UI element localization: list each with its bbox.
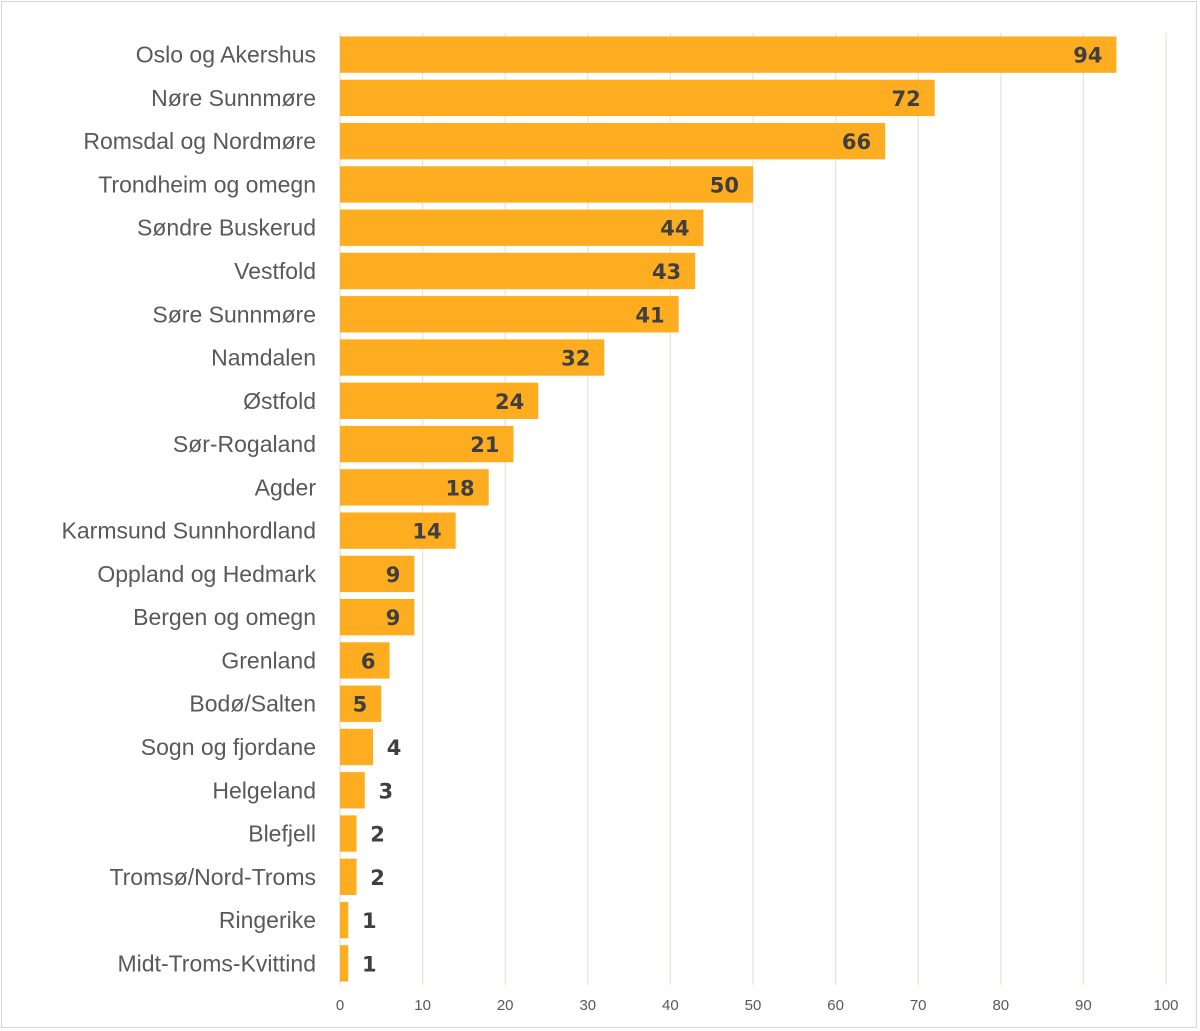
- bar: [340, 252, 696, 290]
- bar: [340, 123, 886, 160]
- bar: [340, 296, 679, 333]
- x-tick-label: 30: [579, 997, 596, 1014]
- bar: [340, 425, 514, 463]
- category-label: Midt-Troms-Kvittind: [118, 950, 317, 976]
- value-label: 6: [361, 649, 376, 673]
- category-label: Ringerike: [219, 907, 316, 933]
- bar: [340, 599, 415, 636]
- x-tick-label: 50: [745, 997, 762, 1014]
- category-label: Sør-Rogaland: [173, 431, 316, 457]
- bar: [340, 36, 1117, 73]
- category-label: Oslo og Akershus: [136, 42, 316, 68]
- category-label: Søndre Buskerud: [137, 215, 316, 241]
- value-label: 94: [1073, 44, 1102, 68]
- x-tick-label: 90: [1075, 997, 1092, 1014]
- value-label: 9: [386, 606, 401, 630]
- category-labels: Oslo og Akershus Nøre Sunnmøre Romsdal og …: [62, 42, 317, 977]
- category-label: Trondheim og omegn: [98, 171, 316, 197]
- category-label: Bodø/Salten: [189, 691, 316, 717]
- category-label: Helgeland: [212, 777, 316, 803]
- category-label: Bergen og omegn: [133, 604, 316, 630]
- category-label: Nøre Sunnmøre: [151, 85, 316, 111]
- category-label: Romsdal og Nordmøre: [83, 128, 316, 154]
- category-label: Blefjell: [248, 821, 316, 847]
- value-label: 1: [362, 909, 377, 933]
- category-label: Oppland og Hedmark: [97, 561, 316, 587]
- category-label: Grenland: [221, 647, 316, 673]
- value-label: 2: [370, 823, 385, 847]
- bars: [340, 36, 1117, 982]
- bar: [340, 685, 382, 722]
- value-label: 2: [370, 866, 385, 890]
- bar: [340, 382, 539, 419]
- category-label: Vestfold: [234, 258, 316, 284]
- value-label: 18: [445, 476, 474, 500]
- bar: [340, 555, 415, 593]
- value-label: 44: [660, 217, 689, 241]
- category-label: Østfold: [243, 388, 316, 414]
- value-label: 1: [362, 952, 377, 976]
- value-label: 41: [635, 303, 664, 327]
- value-label: 66: [842, 130, 871, 154]
- bar: [340, 339, 605, 376]
- x-tick-label: 60: [827, 997, 844, 1014]
- value-label: 4: [387, 736, 402, 760]
- bar: [340, 728, 374, 766]
- x-tick-label: 80: [992, 997, 1009, 1014]
- value-label: 24: [495, 390, 524, 414]
- category-label: Agder: [255, 474, 317, 500]
- value-label: 21: [470, 433, 499, 457]
- x-tick-label: 70: [910, 997, 927, 1014]
- value-label: 43: [652, 260, 681, 284]
- value-label: 50: [710, 173, 739, 197]
- bar: [340, 209, 704, 246]
- category-label: Sogn og fjordane: [141, 734, 316, 760]
- bar: [340, 858, 357, 895]
- bar: [340, 166, 753, 203]
- value-label: 72: [891, 87, 920, 111]
- category-label: Tromsø/Nord-Troms: [109, 864, 316, 890]
- bar: [340, 772, 365, 809]
- value-label: 3: [378, 779, 393, 803]
- x-tick-label: 10: [414, 997, 431, 1014]
- value-label: 9: [386, 563, 401, 587]
- x-tick-label: 100: [1153, 997, 1178, 1014]
- value-label: 5: [353, 693, 368, 717]
- category-label: Karmsund Sunnhordland: [62, 518, 316, 544]
- bar: [340, 815, 357, 852]
- category-label: Namdalen: [211, 345, 316, 371]
- bar: [340, 901, 349, 939]
- x-tick-label: 40: [662, 997, 679, 1014]
- x-tick-labels: 0 10 20 30 40 50 60 70 80 90 100: [336, 997, 1179, 1014]
- bar: [340, 945, 349, 982]
- value-label: 32: [561, 347, 590, 371]
- x-tick-label: 0: [336, 997, 344, 1014]
- bar: [340, 642, 390, 679]
- bar: [340, 469, 489, 506]
- bar: [340, 512, 456, 549]
- bar: [340, 79, 935, 117]
- category-label: Søre Sunnmøre: [152, 301, 316, 327]
- x-tick-label: 20: [497, 997, 514, 1014]
- value-label: 14: [412, 520, 441, 544]
